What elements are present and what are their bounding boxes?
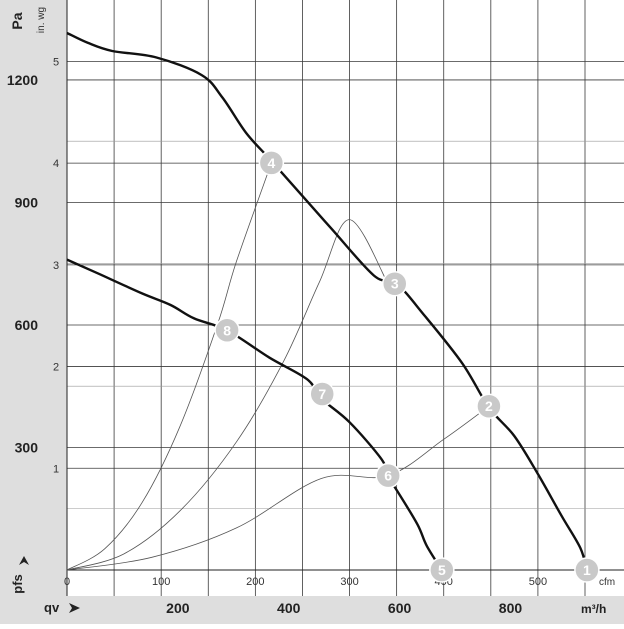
system-curves — [66, 162, 490, 571]
operating-point-label: 5 — [438, 562, 446, 578]
system-curve-line — [66, 162, 272, 571]
operating-point-circle — [214, 317, 240, 344]
operating-point-marker: 8 — [214, 317, 240, 344]
m3h-tick-label: 200 — [166, 600, 190, 616]
operating-point-marker: 4 — [258, 150, 285, 176]
operating-point-circle — [309, 381, 335, 407]
m3h-tick-label: 400 — [277, 600, 301, 616]
operating-point-label: 3 — [391, 276, 399, 292]
operating-point-circle — [375, 462, 401, 489]
pa-tick-label: 900 — [15, 194, 39, 210]
operating-point-label: 2 — [485, 398, 493, 414]
operating-point-label: 4 — [267, 155, 275, 171]
operating-point-circle — [382, 270, 408, 297]
fan-curve-line — [66, 31, 589, 571]
tick-labels: 3006009001200123450100200300400500200400… — [7, 56, 547, 616]
inwg-tick-label: 1 — [53, 463, 59, 475]
operating-point-circle — [574, 557, 600, 583]
inwg-tick-label: 5 — [53, 56, 59, 68]
cfm-tick-label: 100 — [152, 576, 170, 588]
bottom-axis-panel — [0, 596, 624, 624]
operating-point-circle — [429, 557, 455, 583]
system-curve-line — [66, 219, 389, 571]
operating-point-label: 8 — [223, 322, 231, 338]
operating-point-label: 7 — [318, 386, 326, 402]
operating-point-marker: 2 — [476, 393, 502, 419]
cfm-tick-label: 500 — [529, 576, 547, 588]
system-curve-line — [66, 405, 490, 571]
pa-tick-label: 300 — [15, 439, 39, 455]
operating-point-circle — [476, 393, 502, 419]
operating-point-marker: 5 — [429, 557, 455, 583]
operating-point-marker: 6 — [375, 462, 401, 489]
qv-label: qv — [44, 600, 60, 615]
cfm-tick-label: 200 — [246, 576, 264, 588]
qv-arrow-icon — [69, 603, 80, 613]
cfm-axis-label: cfm — [599, 577, 615, 588]
pa-tick-label: 1200 — [7, 72, 38, 88]
operating-point-marker: 7 — [309, 381, 335, 407]
pa-axis-label: Pa — [9, 12, 25, 29]
m3h-tick-label: 600 — [388, 600, 412, 616]
left-axis-panel — [0, 0, 67, 624]
operating-point-marker: 1 — [574, 557, 600, 583]
operating-point-circle — [258, 150, 285, 176]
operating-points: 1 2 3 4 5 6 7 8 — [214, 150, 600, 583]
m3h-tick-label: 800 — [499, 600, 523, 616]
m3h-axis-label: m³/h — [581, 602, 606, 616]
pfs-label: pfs — [10, 574, 25, 594]
inwg-tick-label: 2 — [53, 362, 59, 374]
cfm-tick-label: 0 — [64, 576, 70, 588]
grid — [66, 0, 624, 596]
operating-point-label: 6 — [384, 468, 392, 484]
inwg-tick-label: 4 — [53, 158, 59, 170]
inwg-axis-label: in. wg — [36, 7, 47, 33]
plot-area — [67, 0, 624, 596]
pfs-arrow-icon — [19, 556, 29, 565]
cfm-tick-label: 300 — [340, 576, 358, 588]
pa-tick-label: 600 — [15, 317, 39, 333]
operating-point-marker: 3 — [382, 270, 408, 297]
operating-point-label: 1 — [583, 562, 591, 578]
inwg-tick-label: 3 — [53, 260, 59, 272]
